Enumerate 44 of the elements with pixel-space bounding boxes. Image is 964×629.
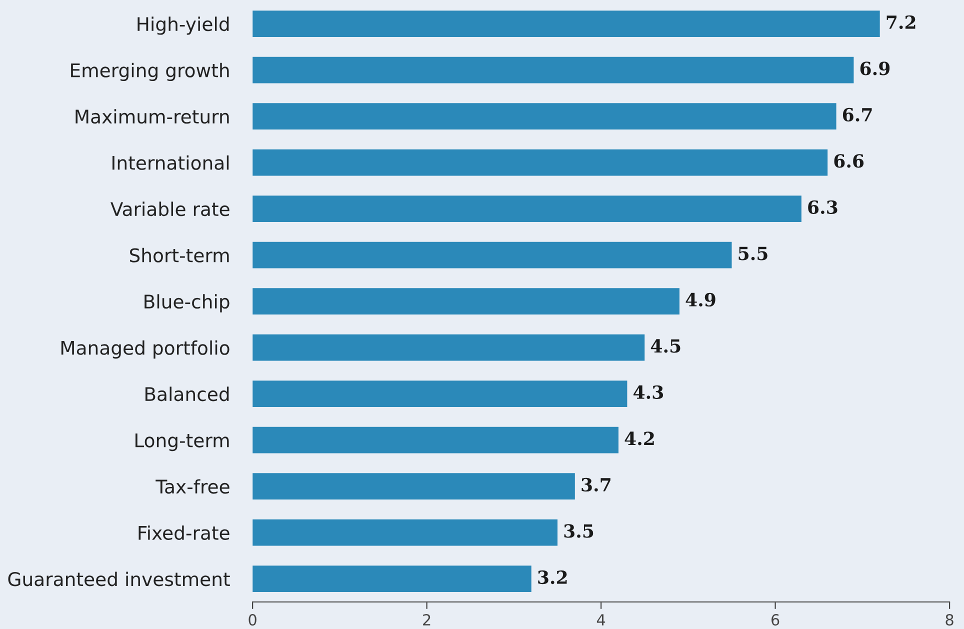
bar [252,242,732,268]
data-label: 4.2 [624,432,654,446]
bar [252,149,828,176]
x-tick-label: 0 [248,614,256,626]
data-label: 6.6 [834,154,864,168]
data-label: 3.2 [538,570,567,584]
y-tick-label: International [112,155,229,170]
y-tick-label: Tax-free [156,479,230,494]
data-label: 6.7 [842,108,872,122]
data-label: 5.5 [738,246,768,260]
data-label: 4.3 [633,385,664,400]
bar [252,56,854,84]
y-tick-label: Managed portfolio [61,340,230,359]
data-label: 6.9 [860,62,890,76]
bar [252,519,558,546]
y-tick-label: Balanced [146,386,229,402]
data-label: 4.5 [650,339,680,353]
y-tick-label: Blue-chip [144,294,230,312]
bar [252,196,802,222]
y-tick-label: High-yield [138,16,229,35]
y-tick-label: Maximum-return [76,109,229,124]
x-tick-label: 8 [946,614,954,626]
bar [252,566,532,592]
x-tick-label: 4 [596,614,606,626]
y-tick-label: Short-term [130,248,229,262]
bar [252,473,575,500]
data-label: 6.3 [808,200,838,214]
y-tick-label: Emerging growth [71,62,229,82]
bar [252,10,880,37]
data-label: 4.9 [686,292,716,307]
y-tick-label: Fixed-rate [138,525,230,540]
data-label: 7.2 [886,15,916,29]
x-tick-label: 2 [423,614,430,626]
x-tick-label: 6 [772,614,780,626]
y-tick-label: Guaranteed investment [8,572,230,586]
data-label: 3.5 [564,524,594,538]
y-tick-label: Variable rate [110,202,230,216]
data-label: 3.7 [582,478,610,492]
bar [252,380,628,407]
bar [252,426,618,454]
y-tick-label: Long-term [136,434,229,452]
bar [252,334,645,361]
bar [252,103,836,130]
bar [252,288,680,314]
